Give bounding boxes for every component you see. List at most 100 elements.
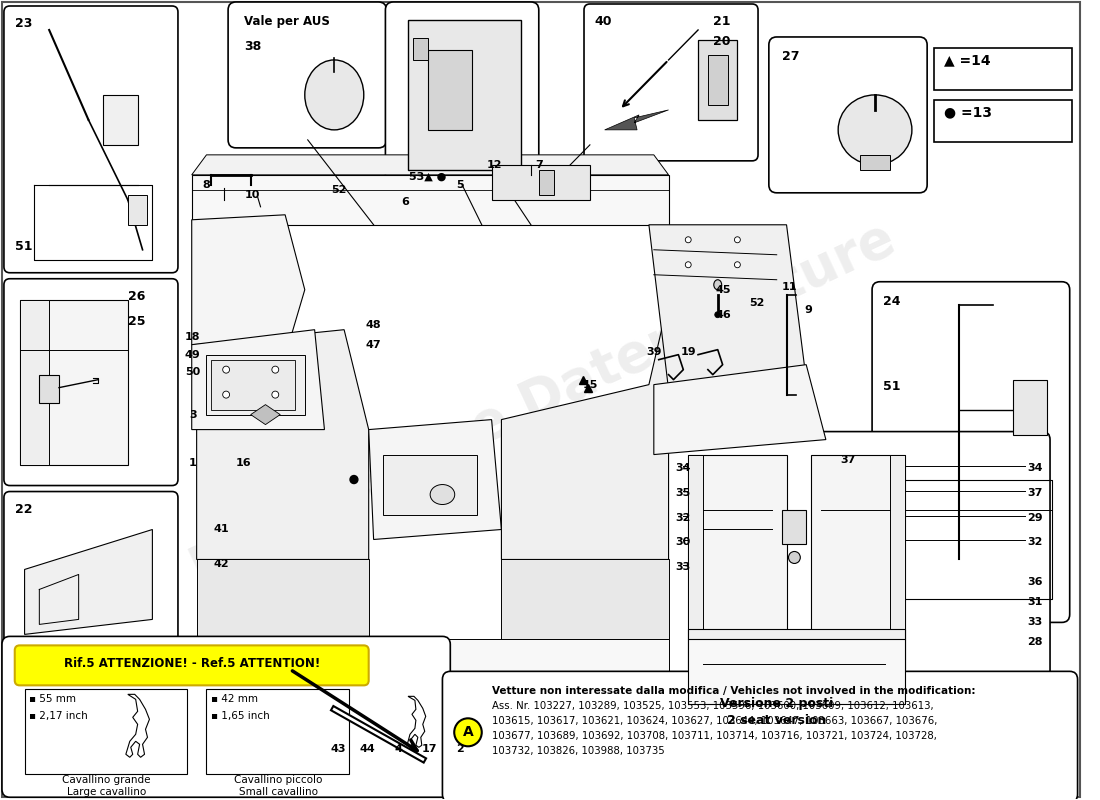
Ellipse shape	[222, 366, 230, 373]
FancyBboxPatch shape	[385, 2, 539, 198]
Ellipse shape	[350, 475, 358, 483]
Bar	[428, 50, 472, 130]
Polygon shape	[251, 405, 280, 425]
Text: 31: 31	[1027, 598, 1043, 607]
Text: Small cavallino: Small cavallino	[239, 787, 318, 798]
Text: ▲ =14: ▲ =14	[944, 53, 990, 67]
Bar	[492, 165, 590, 200]
Text: 29: 29	[1027, 513, 1043, 522]
Ellipse shape	[272, 391, 278, 398]
Text: ▪ 1,65 inch: ▪ 1,65 inch	[211, 711, 271, 722]
Text: 34: 34	[675, 462, 691, 473]
Text: 10: 10	[245, 190, 261, 200]
Bar	[890, 454, 904, 639]
Text: 52: 52	[749, 298, 764, 308]
Text: 44: 44	[360, 744, 375, 754]
Bar	[782, 510, 806, 545]
Text: A: A	[463, 726, 473, 739]
Text: 28: 28	[1027, 638, 1043, 647]
Text: 3: 3	[189, 410, 197, 420]
Text: 8: 8	[202, 180, 210, 190]
Bar	[20, 650, 364, 680]
Text: 41: 41	[213, 525, 229, 534]
Ellipse shape	[454, 718, 482, 746]
Text: ▪ 55 mm: ▪ 55 mm	[30, 694, 77, 704]
Text: 34: 34	[1027, 462, 1043, 473]
Text: 46: 46	[716, 310, 732, 320]
Ellipse shape	[685, 237, 691, 242]
Polygon shape	[191, 214, 305, 345]
Bar	[689, 454, 786, 639]
FancyBboxPatch shape	[228, 2, 386, 148]
Ellipse shape	[685, 262, 691, 268]
Ellipse shape	[430, 485, 454, 505]
Polygon shape	[197, 330, 368, 559]
Text: 1: 1	[189, 458, 197, 467]
Text: 19: 19	[681, 346, 696, 357]
Text: 35: 35	[675, 487, 691, 498]
Bar	[24, 690, 187, 774]
Text: 9: 9	[804, 305, 812, 314]
Text: 47: 47	[366, 340, 382, 350]
Ellipse shape	[735, 262, 740, 268]
Polygon shape	[191, 155, 669, 175]
Text: 17: 17	[422, 744, 438, 754]
Text: 37: 37	[1027, 487, 1043, 498]
Text: 51: 51	[14, 240, 32, 253]
Text: Vale per AUS: Vale per AUS	[244, 15, 330, 28]
Polygon shape	[24, 530, 153, 634]
Text: 103732, 103826, 103988, 103735: 103732, 103826, 103988, 103735	[492, 746, 664, 756]
Bar	[408, 20, 521, 170]
Bar	[20, 300, 128, 465]
FancyBboxPatch shape	[4, 491, 178, 648]
Text: 103615, 103617, 103621, 103624, 103627, 103644, 103647, 103663, 103667, 103676,: 103615, 103617, 103621, 103624, 103627, …	[492, 716, 937, 726]
Ellipse shape	[272, 366, 278, 373]
Text: 49: 49	[185, 350, 200, 360]
Text: 32: 32	[675, 513, 691, 522]
Bar	[207, 354, 305, 414]
Text: Cavallino grande: Cavallino grande	[62, 775, 151, 786]
Text: 50: 50	[185, 366, 200, 377]
Text: 4: 4	[394, 744, 403, 754]
Polygon shape	[502, 559, 669, 639]
Polygon shape	[191, 175, 669, 225]
Text: 2: 2	[456, 744, 464, 754]
Bar	[689, 630, 904, 670]
Text: professione Daten culture: professione Daten culture	[178, 212, 903, 587]
Text: 32: 32	[1027, 538, 1043, 547]
Text: 21: 21	[713, 15, 730, 28]
FancyBboxPatch shape	[661, 431, 1050, 732]
Bar	[934, 48, 1071, 90]
Bar	[689, 454, 703, 639]
Ellipse shape	[714, 280, 722, 290]
Bar	[708, 55, 727, 105]
Text: 40: 40	[595, 15, 613, 28]
Bar	[40, 374, 59, 402]
Text: 39: 39	[646, 346, 661, 357]
Bar	[860, 155, 890, 170]
Bar	[689, 639, 904, 704]
Text: 36: 36	[1027, 578, 1043, 587]
Text: Rif.5 ATTENZIONE! - Ref.5 ATTENTION!: Rif.5 ATTENZIONE! - Ref.5 ATTENTION!	[64, 658, 320, 670]
Text: 48: 48	[366, 320, 382, 330]
Text: 33: 33	[1027, 618, 1043, 627]
FancyBboxPatch shape	[584, 4, 758, 161]
Bar	[211, 360, 295, 410]
Text: Vetture non interessate dalla modifica / Vehicles not involved in the modificati: Vetture non interessate dalla modifica /…	[492, 686, 975, 696]
Text: 22: 22	[14, 502, 32, 515]
Ellipse shape	[838, 95, 912, 165]
Text: 52: 52	[331, 185, 346, 195]
Polygon shape	[191, 330, 324, 430]
Polygon shape	[649, 225, 806, 390]
Text: 25: 25	[128, 314, 145, 328]
Bar	[128, 195, 147, 225]
Text: 53▲ ●: 53▲ ●	[409, 172, 447, 182]
Text: Cavallino piccolo: Cavallino piccolo	[234, 775, 322, 786]
Text: 51: 51	[883, 380, 901, 393]
Ellipse shape	[715, 312, 720, 318]
FancyBboxPatch shape	[769, 37, 927, 193]
FancyBboxPatch shape	[872, 282, 1069, 622]
Text: ▪ 2,17 inch: ▪ 2,17 inch	[30, 711, 88, 722]
Text: 38: 38	[244, 40, 261, 53]
Text: 20: 20	[713, 35, 730, 48]
